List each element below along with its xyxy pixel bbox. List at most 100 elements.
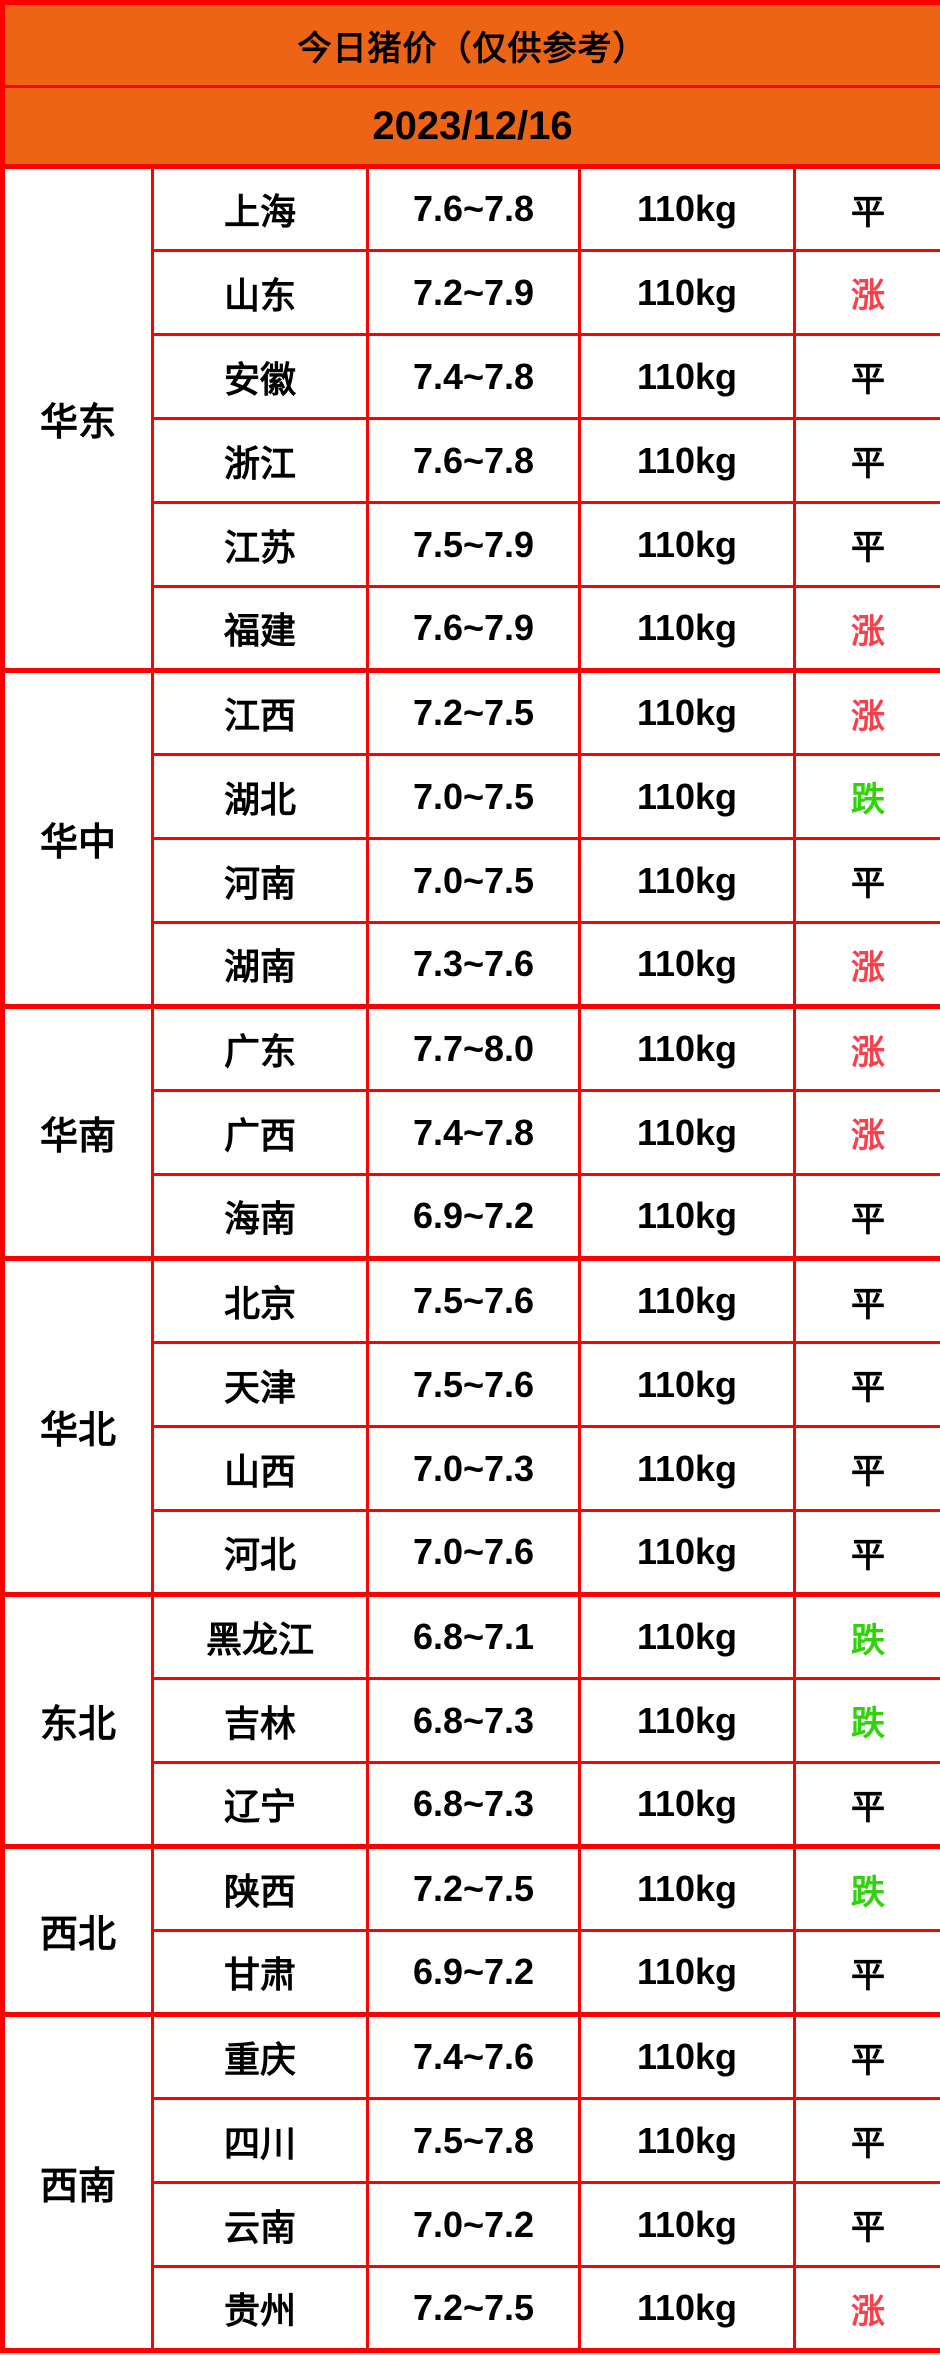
weight-cell: 110kg (578, 668, 796, 756)
weight-cell: 110kg (578, 837, 796, 924)
region-cell: 华北 (1, 1256, 154, 1596)
price-cell: 6.9~7.2 (366, 1929, 581, 2016)
status-cell: 跌 (792, 1592, 940, 1680)
weight-cell: 110kg (578, 1341, 796, 1428)
province-cell: 广西 (151, 1089, 369, 1176)
province-cell: 湖南 (151, 921, 369, 1008)
table-row: 天津 7.5~7.6 110kg 平 (3, 1341, 940, 1428)
table-row: 甘肃 6.9~7.2 110kg 平 (3, 1929, 940, 2016)
province-cell: 河北 (151, 1509, 369, 1596)
status-cell: 平 (792, 1761, 940, 1848)
status-cell: 平 (792, 417, 940, 504)
province-cell: 云南 (151, 2181, 369, 2268)
status-cell: 跌 (792, 1677, 940, 1764)
price-cell: 7.0~7.3 (366, 1425, 581, 1512)
table-row: 东北 黑龙江 6.8~7.1 110kg 跌 (1, 1592, 940, 1848)
price-cell: 7.0~7.5 (366, 837, 581, 924)
status-cell: 跌 (792, 1844, 940, 1932)
price-cell: 7.5~7.6 (366, 1256, 581, 1344)
province-cell: 黑龙江 (151, 1592, 369, 1680)
status-cell: 平 (792, 837, 940, 924)
region-cell: 华东 (1, 164, 154, 672)
page-title: 今日猪价（仅供参考） (0, 1, 940, 88)
table-row: 四川 7.5~7.8 110kg 平 (3, 2097, 940, 2184)
status-cell: 平 (792, 1341, 940, 1428)
province-cell: 重庆 (151, 2012, 369, 2100)
table-row: 河北 7.0~7.6 110kg 平 (3, 1509, 940, 1596)
price-cell: 6.8~7.1 (366, 1592, 581, 1680)
price-cell: 7.0~7.2 (366, 2181, 581, 2268)
price-cell: 7.5~7.9 (366, 501, 581, 588)
status-cell: 跌 (792, 753, 940, 840)
weight-cell: 110kg (578, 1173, 796, 1260)
price-cell: 7.5~7.6 (366, 1341, 581, 1428)
province-cell: 贵州 (151, 2265, 369, 2352)
weight-cell: 110kg (578, 1256, 796, 1344)
province-cell: 江苏 (151, 501, 369, 588)
weight-cell: 110kg (578, 1509, 796, 1596)
price-cell: 7.4~7.8 (366, 1089, 581, 1176)
weight-cell: 110kg (578, 1089, 796, 1176)
province-cell: 上海 (151, 164, 369, 252)
price-cell: 6.8~7.3 (366, 1761, 581, 1848)
status-cell: 平 (792, 2181, 940, 2268)
table-row: 华中 江西 7.2~7.5 110kg 涨 (1, 668, 940, 1008)
weight-cell: 110kg (578, 501, 796, 588)
weight-cell: 110kg (578, 1677, 796, 1764)
weight-cell: 110kg (578, 249, 796, 336)
province-cell: 海南 (151, 1173, 369, 1260)
price-cell: 7.7~8.0 (366, 1004, 581, 1092)
table-row: 海南 6.9~7.2 110kg 平 (3, 1173, 940, 1260)
province-cell: 吉林 (151, 1677, 369, 1764)
weight-cell: 110kg (578, 1844, 796, 1932)
price-cell: 7.4~7.8 (366, 333, 581, 420)
weight-cell: 110kg (578, 164, 796, 252)
price-cell: 7.2~7.5 (366, 2265, 581, 2352)
status-cell: 平 (792, 1173, 940, 1260)
price-cell: 7.4~7.6 (366, 2012, 581, 2100)
province-cell: 山东 (151, 249, 369, 336)
status-cell: 涨 (792, 1004, 940, 1092)
price-cell: 6.9~7.2 (366, 1173, 581, 1260)
status-cell: 涨 (792, 1089, 940, 1176)
province-cell: 辽宁 (151, 1761, 369, 1848)
table-row: 湖南 7.3~7.6 110kg 涨 (3, 921, 940, 1008)
status-cell: 涨 (792, 585, 940, 672)
status-cell: 平 (792, 333, 940, 420)
status-cell: 涨 (792, 249, 940, 336)
status-cell: 涨 (792, 668, 940, 756)
status-cell: 平 (792, 1256, 940, 1344)
province-cell: 山西 (151, 1425, 369, 1512)
table-row: 西南 重庆 7.4~7.6 110kg 平 (1, 2012, 940, 2352)
table-row: 安徽 7.4~7.8 110kg 平 (3, 333, 940, 420)
status-cell: 平 (792, 2097, 940, 2184)
province-cell: 湖北 (151, 753, 369, 840)
weight-cell: 110kg (578, 2012, 796, 2100)
weight-cell: 110kg (578, 1425, 796, 1512)
table-row: 浙江 7.6~7.8 110kg 平 (3, 417, 940, 504)
table-row: 福建 7.6~7.9 110kg 涨 (3, 585, 940, 672)
table-row: 河南 7.0~7.5 110kg 平 (3, 837, 940, 924)
region-cell: 华中 (1, 668, 154, 1008)
price-cell: 7.0~7.6 (366, 1509, 581, 1596)
region-cell: 西北 (1, 1844, 154, 2016)
price-cell: 6.8~7.3 (366, 1677, 581, 1764)
weight-cell: 110kg (578, 417, 796, 504)
province-cell: 陕西 (151, 1844, 369, 1932)
status-cell: 平 (792, 501, 940, 588)
table-row: 华北 北京 7.5~7.6 110kg 平 (1, 1256, 940, 1596)
weight-cell: 110kg (578, 1929, 796, 2016)
table-row: 华南 广东 7.7~8.0 110kg 涨 (1, 1004, 940, 1260)
price-cell: 7.2~7.5 (366, 668, 581, 756)
status-cell: 涨 (792, 921, 940, 1008)
province-cell: 安徽 (151, 333, 369, 420)
date-row: 2023/12/16 (0, 85, 940, 168)
province-cell: 北京 (151, 1256, 369, 1344)
province-cell: 福建 (151, 585, 369, 672)
status-cell: 涨 (792, 2265, 940, 2352)
table-row: 云南 7.0~7.2 110kg 平 (3, 2181, 940, 2268)
region-cell: 东北 (1, 1592, 154, 1848)
status-cell: 平 (792, 1425, 940, 1512)
